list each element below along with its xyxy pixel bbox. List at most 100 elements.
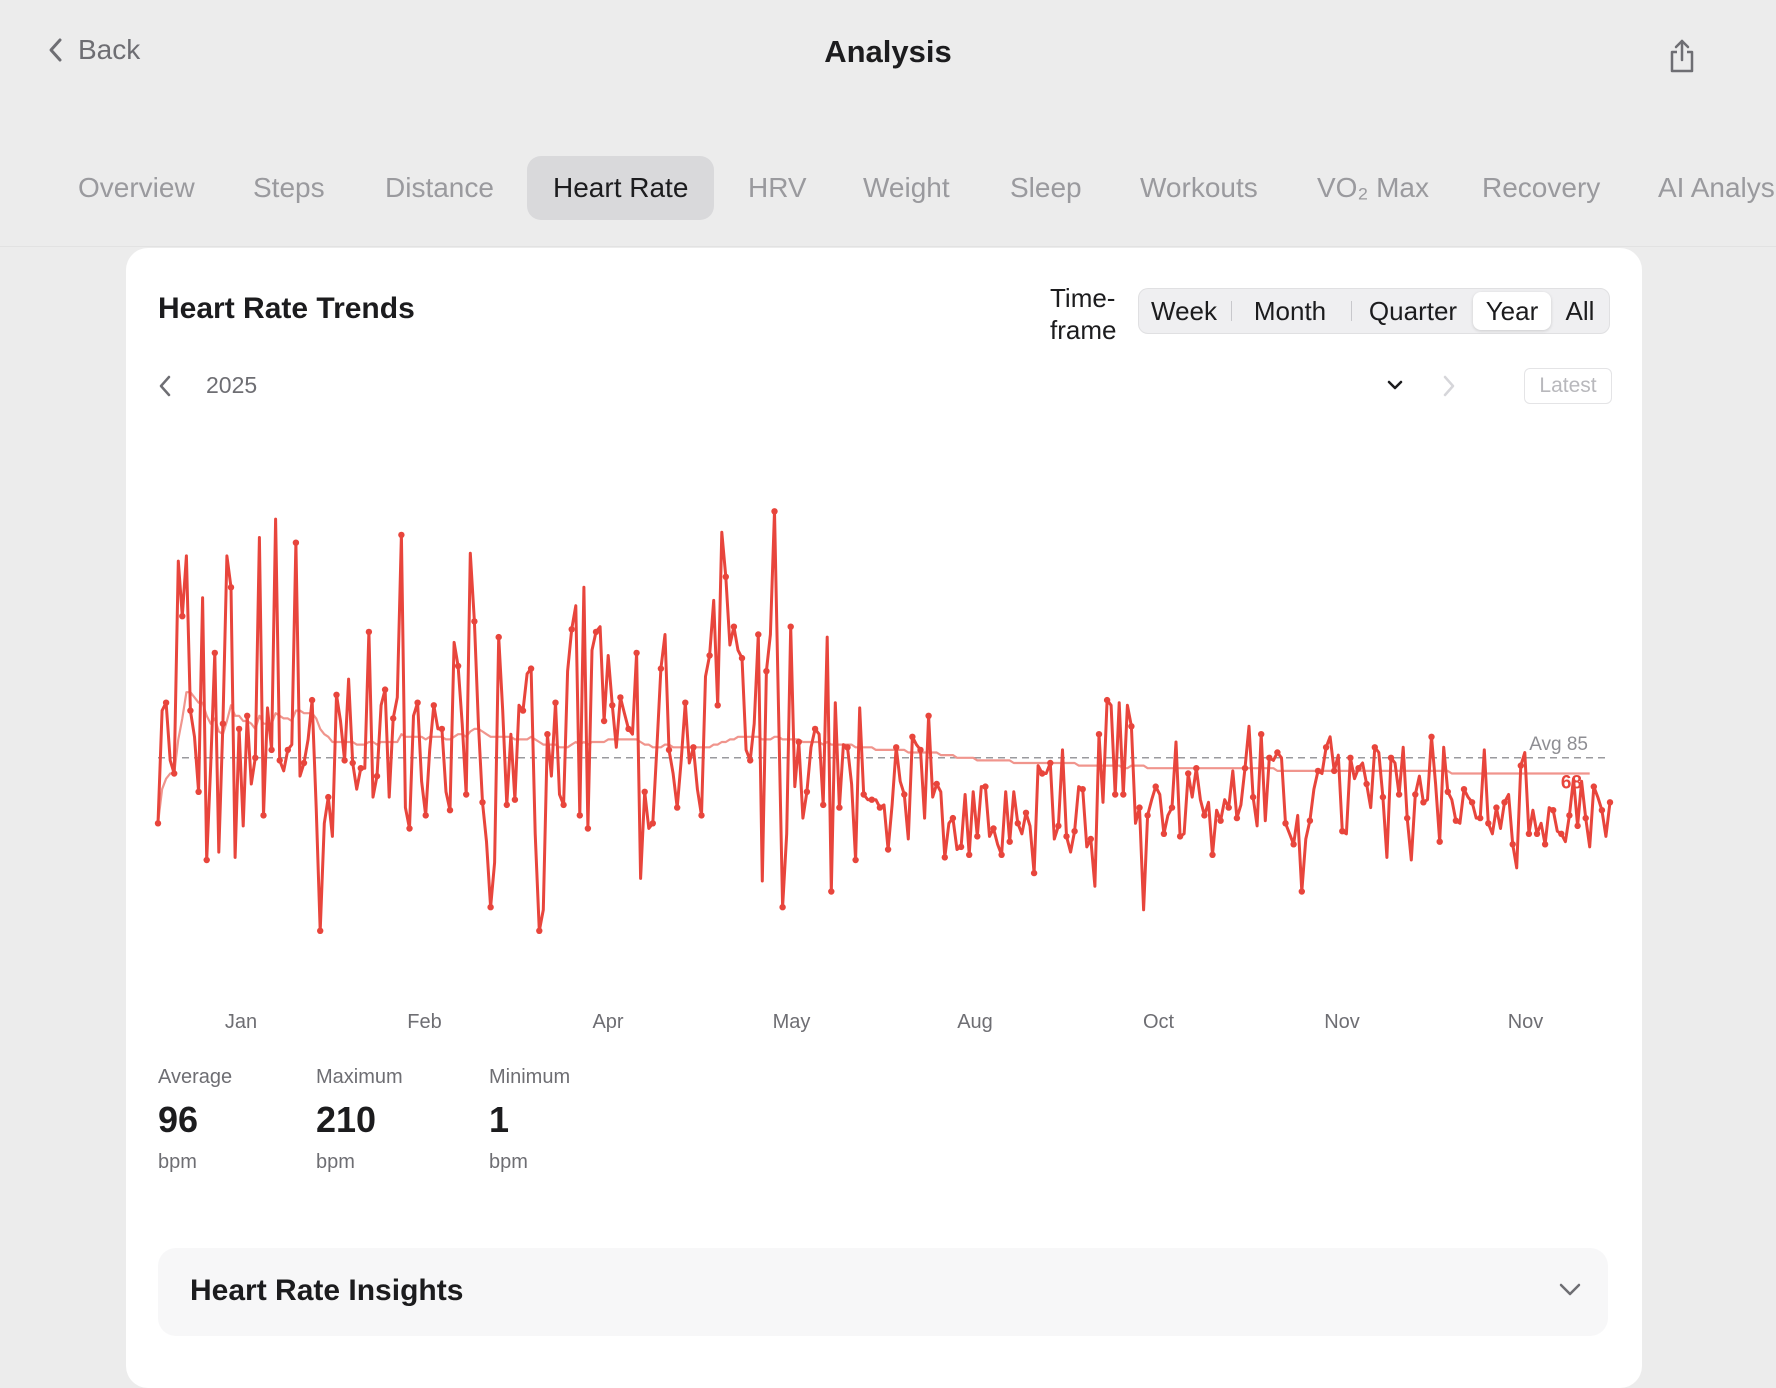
data-point xyxy=(609,702,616,709)
tab-overview[interactable]: Overview xyxy=(78,172,195,203)
data-point xyxy=(674,804,681,811)
data-point xyxy=(860,791,867,798)
data-point xyxy=(1193,765,1200,772)
data-point xyxy=(909,733,916,740)
chevron-down-icon[interactable] xyxy=(1386,378,1404,392)
tab-steps[interactable]: Steps xyxy=(253,172,325,203)
data-point xyxy=(1120,791,1127,798)
data-point xyxy=(1071,828,1078,835)
back-button[interactable]: Back xyxy=(46,34,140,66)
tab-hrv[interactable]: HRV xyxy=(748,172,807,203)
data-point xyxy=(1274,749,1281,756)
data-point xyxy=(1566,812,1573,819)
data-point xyxy=(600,717,608,725)
timeframe-segmented-control: Week Month Quarter Year All xyxy=(1138,288,1610,334)
data-point xyxy=(1266,754,1273,761)
data-point xyxy=(438,725,446,733)
data-point xyxy=(1249,793,1257,801)
data-point xyxy=(682,699,689,706)
data-point xyxy=(398,531,405,539)
data-point xyxy=(390,715,397,722)
timeframe-week[interactable]: Week xyxy=(1151,296,1217,326)
data-point xyxy=(852,856,859,864)
data-point xyxy=(1079,786,1086,793)
data-point xyxy=(1055,822,1062,830)
tab-distance[interactable]: Distance xyxy=(385,172,494,203)
data-point xyxy=(974,833,981,840)
data-point xyxy=(1168,804,1176,811)
data-point xyxy=(1428,733,1435,740)
data-point xyxy=(446,807,454,814)
tab-recovery[interactable]: Recovery xyxy=(1482,172,1601,203)
data-point xyxy=(1103,696,1111,704)
timeframe-month[interactable]: Month xyxy=(1253,296,1327,326)
data-point xyxy=(755,631,762,638)
heart-rate-insights-disclosure[interactable]: Heart Rate Insights xyxy=(158,1248,1608,1336)
tab-heart-rate[interactable]: Heart Rate xyxy=(527,156,715,220)
data-point xyxy=(244,712,251,719)
tab-sleep[interactable]: Sleep xyxy=(1010,172,1082,203)
data-point xyxy=(592,628,600,636)
data-point xyxy=(617,694,624,701)
data-point xyxy=(154,820,162,827)
data-point xyxy=(1444,788,1452,795)
data-point xyxy=(1371,744,1379,751)
data-point xyxy=(552,699,559,706)
timeframe-quarter[interactable]: Quarter xyxy=(1368,296,1458,326)
data-point xyxy=(268,746,275,754)
data-point xyxy=(325,793,332,801)
data-point xyxy=(1590,783,1598,790)
stat-value: 96 xyxy=(158,1099,199,1140)
data-point xyxy=(747,757,754,764)
data-point xyxy=(1525,830,1533,837)
data-point xyxy=(527,665,535,672)
data-point xyxy=(373,772,381,780)
data-point xyxy=(836,804,843,811)
data-point xyxy=(925,712,932,719)
tab-workouts[interactable]: Workouts xyxy=(1140,172,1258,203)
data-point xyxy=(706,652,713,659)
data-point xyxy=(1533,830,1541,837)
chevron-right-icon[interactable] xyxy=(1442,374,1456,398)
chevron-down-icon xyxy=(1559,1283,1581,1296)
tab-ai-analysis[interactable]: AI Analysis xyxy=(1658,172,1776,203)
tab-vo2-max[interactable]: VO₂ Max xyxy=(1317,172,1429,203)
data-point xyxy=(300,759,308,767)
timeframe-year[interactable]: Year xyxy=(1473,292,1551,330)
data-point xyxy=(1095,731,1103,738)
stat-maximum: Maximum 210 bpm xyxy=(316,1066,403,1174)
data-point xyxy=(284,746,291,754)
share-icon[interactable] xyxy=(1668,38,1696,74)
data-point xyxy=(1290,841,1297,848)
data-point xyxy=(957,843,965,851)
data-point xyxy=(171,770,178,777)
data-point xyxy=(1144,812,1151,819)
data-point xyxy=(876,804,884,811)
data-point xyxy=(941,854,948,861)
data-point xyxy=(381,686,389,693)
data-point xyxy=(235,725,243,733)
data-point xyxy=(1550,807,1557,814)
data-point xyxy=(1395,791,1403,798)
timeframe-all[interactable]: All xyxy=(1565,296,1595,326)
stat-value: 1 xyxy=(489,1099,510,1140)
data-point xyxy=(917,746,924,754)
data-point xyxy=(738,654,746,662)
latest-button[interactable]: Latest xyxy=(1524,368,1612,404)
data-point xyxy=(1047,759,1054,767)
x-tick-label: Nov xyxy=(1324,1011,1360,1033)
data-point xyxy=(1379,793,1387,801)
data-point xyxy=(519,707,527,714)
tab-weight[interactable]: Weight xyxy=(863,172,950,203)
data-point xyxy=(341,757,348,764)
chevron-left-icon[interactable] xyxy=(156,374,174,398)
data-point xyxy=(933,780,940,788)
analysis-tabs: Overview Steps Distance Heart Rate HRV W… xyxy=(0,130,1776,247)
data-point xyxy=(1258,731,1265,738)
stat-unit: bpm xyxy=(158,1151,197,1173)
data-point xyxy=(560,801,567,809)
data-point xyxy=(1201,812,1208,819)
data-point xyxy=(901,791,908,798)
data-point xyxy=(1404,814,1411,822)
data-point xyxy=(584,825,592,832)
